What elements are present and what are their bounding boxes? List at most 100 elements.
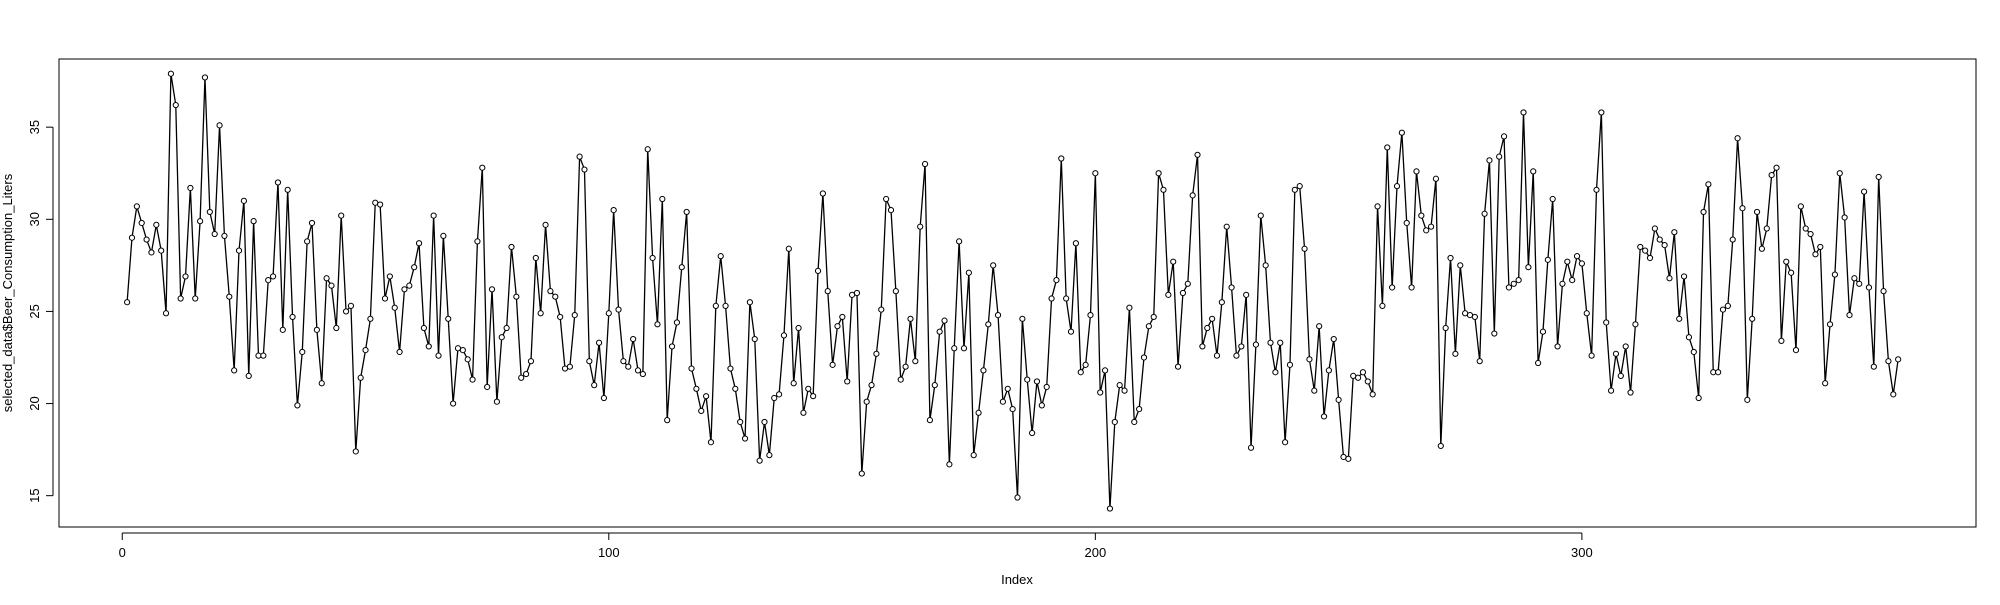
data-point bbox=[921, 160, 929, 168]
data-point bbox=[1715, 369, 1722, 376]
data-point bbox=[440, 232, 447, 239]
data-point bbox=[1174, 363, 1182, 370]
data-point bbox=[357, 374, 364, 381]
data-point bbox=[887, 206, 895, 214]
data-point bbox=[537, 310, 544, 317]
data-point bbox=[1617, 372, 1624, 380]
data-point bbox=[304, 238, 311, 245]
data-point bbox=[552, 293, 559, 300]
data-point bbox=[1359, 369, 1367, 376]
data-point bbox=[167, 70, 175, 77]
data-point bbox=[289, 313, 296, 321]
data-point bbox=[1671, 229, 1678, 236]
data-point bbox=[1588, 352, 1595, 359]
data-point bbox=[1856, 280, 1863, 287]
data-point bbox=[1676, 315, 1683, 322]
data-point bbox=[313, 326, 320, 333]
data-point bbox=[542, 221, 549, 228]
data-point bbox=[863, 398, 870, 405]
data-point bbox=[406, 282, 413, 289]
data-point bbox=[1194, 151, 1201, 158]
data-point bbox=[654, 321, 661, 328]
data-point bbox=[683, 208, 690, 216]
data-point bbox=[1413, 168, 1420, 175]
data-point bbox=[1335, 396, 1342, 403]
data-point bbox=[1471, 313, 1478, 321]
data-point bbox=[1291, 186, 1298, 193]
data-point bbox=[1632, 321, 1639, 328]
data-point bbox=[279, 326, 286, 333]
data-point bbox=[162, 310, 170, 317]
data-point bbox=[1646, 254, 1654, 262]
data-point bbox=[1369, 391, 1376, 398]
data-point bbox=[1311, 387, 1318, 394]
data-point bbox=[1053, 277, 1060, 284]
data-point bbox=[294, 402, 301, 409]
data-point bbox=[484, 383, 491, 391]
data-point bbox=[1136, 405, 1143, 413]
data-point bbox=[1778, 337, 1785, 345]
data-point bbox=[1389, 284, 1396, 291]
data-point bbox=[1549, 195, 1556, 203]
data-point bbox=[299, 348, 306, 356]
data-point bbox=[1442, 324, 1449, 332]
data-point bbox=[615, 306, 622, 313]
data-point bbox=[284, 186, 291, 193]
data-point bbox=[858, 470, 865, 477]
data-point bbox=[1627, 389, 1634, 396]
data-point bbox=[148, 249, 155, 256]
data-point bbox=[1753, 208, 1761, 216]
data-point bbox=[1578, 260, 1586, 267]
data-point bbox=[488, 286, 496, 293]
data-point bbox=[1126, 304, 1133, 311]
data-point bbox=[897, 376, 904, 383]
data-point bbox=[197, 218, 204, 225]
data-point bbox=[868, 382, 875, 389]
data-point bbox=[1607, 387, 1615, 394]
data-point bbox=[1724, 302, 1731, 309]
data-point bbox=[1841, 214, 1848, 221]
data-point bbox=[420, 324, 428, 332]
data-point bbox=[342, 308, 350, 315]
data-point bbox=[1121, 387, 1128, 394]
data-point bbox=[946, 461, 953, 468]
data-point bbox=[639, 370, 646, 378]
data-point bbox=[1535, 359, 1542, 367]
data-point bbox=[1788, 269, 1795, 276]
data-point bbox=[1033, 378, 1041, 385]
data-point bbox=[138, 219, 145, 227]
data-point bbox=[1296, 183, 1303, 190]
data-point bbox=[381, 295, 389, 302]
data-point bbox=[985, 321, 992, 328]
data-point bbox=[1890, 391, 1897, 398]
data-point bbox=[367, 315, 374, 322]
data-point bbox=[999, 398, 1007, 405]
data-point bbox=[493, 398, 500, 405]
data-point bbox=[391, 304, 398, 311]
data-point bbox=[1218, 299, 1225, 306]
data-point bbox=[1510, 280, 1517, 287]
data-point bbox=[1063, 295, 1070, 302]
data-point bbox=[678, 264, 685, 271]
data-point bbox=[620, 358, 627, 365]
data-point bbox=[1622, 343, 1629, 350]
data-point bbox=[634, 367, 642, 374]
data-point bbox=[824, 288, 831, 295]
data-point bbox=[761, 418, 768, 426]
data-point bbox=[250, 218, 257, 225]
data-point bbox=[975, 409, 982, 416]
data-point bbox=[1573, 253, 1581, 260]
data-point bbox=[177, 295, 184, 302]
data-point bbox=[1758, 245, 1766, 252]
data-point bbox=[907, 315, 914, 322]
data-point bbox=[1870, 363, 1877, 370]
data-points bbox=[124, 70, 1902, 512]
data-point bbox=[430, 212, 437, 219]
data-point bbox=[912, 358, 919, 365]
data-point bbox=[956, 238, 963, 245]
data-point bbox=[1569, 277, 1576, 284]
data-point bbox=[425, 343, 432, 350]
data-point bbox=[1544, 256, 1551, 263]
data-point bbox=[318, 380, 325, 387]
data-point bbox=[1637, 243, 1644, 251]
